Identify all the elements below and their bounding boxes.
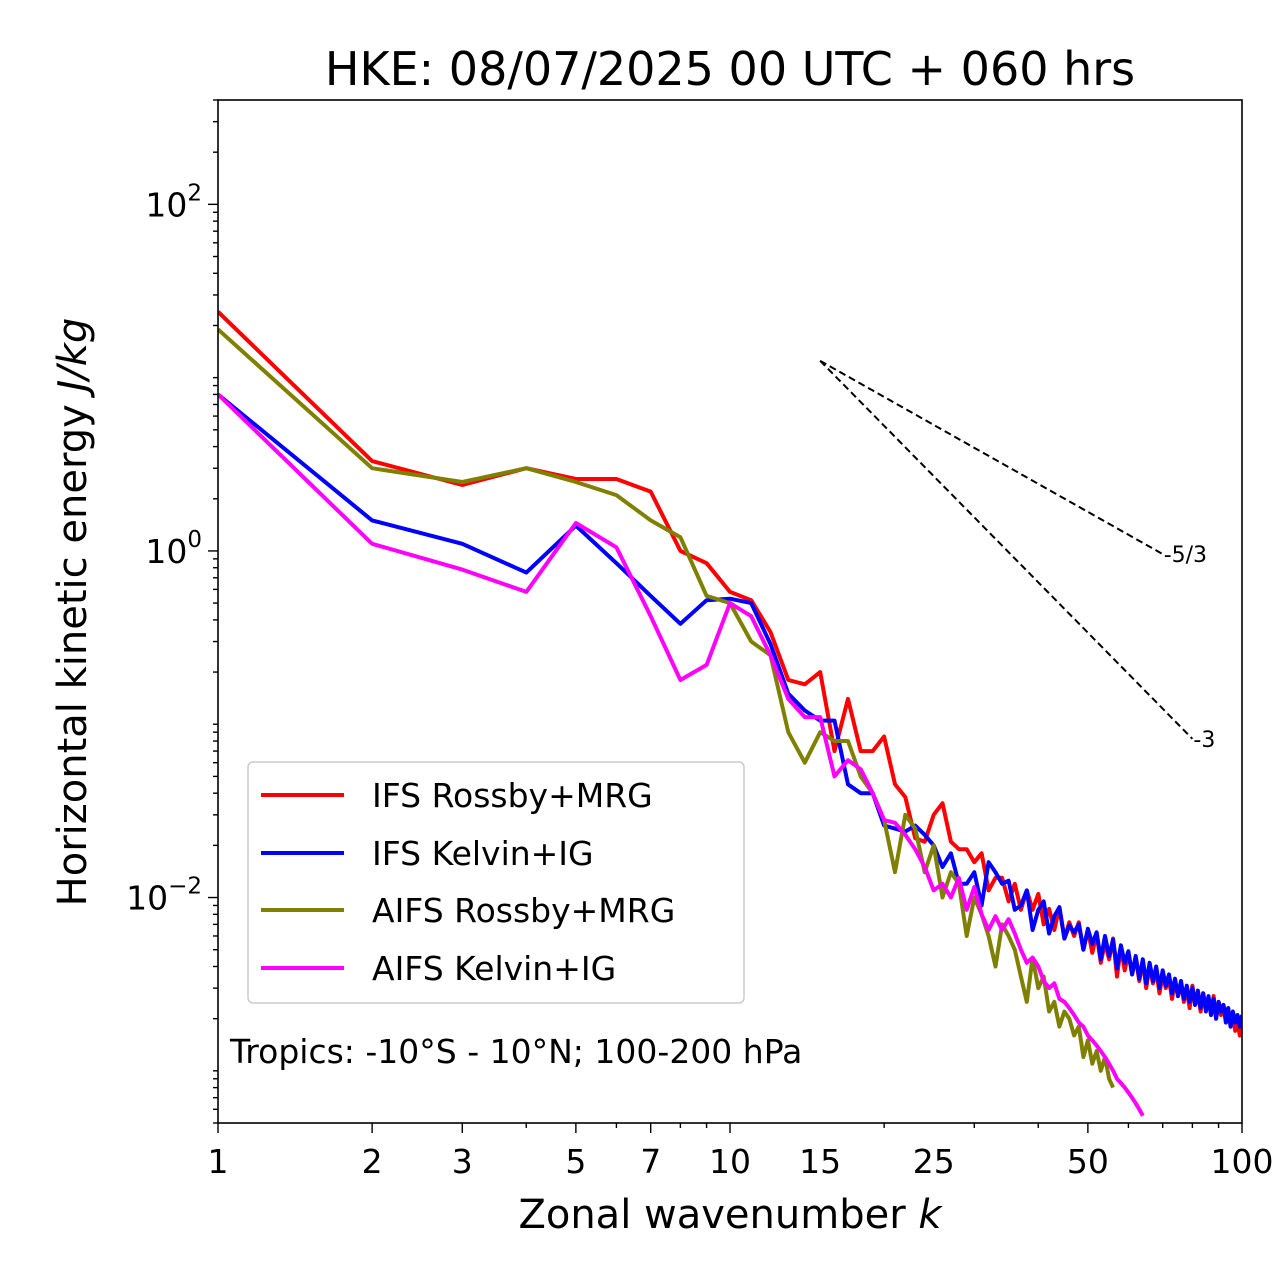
x-tick-label-50: 50 [1067,1142,1109,1181]
reference-label-5-3: -5/3 [1164,543,1207,568]
reference-slopes [819,359,1194,740]
legend-box [247,761,745,1004]
legend-entry-ifs-kelvin-ig: IFS Kelvin+IG [261,834,594,873]
y-axis-unit: J/kg [50,318,96,399]
y-axis-ticks: 10−2 100 102 [126,99,218,1124]
y-axis-label: Horizontal kinetic energy J/kg [50,318,96,907]
reference-line-3 [819,360,1194,740]
legend-entry-aifs-kelvin-ig: AIFS Kelvin+IG [261,949,616,988]
legend-entry-ifs-rossby-mrg: IFS Rossby+MRG [261,776,653,815]
legend-label: AIFS Kelvin+IG [372,949,616,988]
x-tick-label-7: 7 [640,1142,661,1181]
x-tick-label-1: 1 [208,1142,229,1181]
x-tick-label-10: 10 [709,1142,751,1181]
series-line-ifs-kelvin-ig [218,392,1242,1029]
x-axis-ticks: 1 2 3 5 7 10 15 25 50 100 [208,1123,1274,1181]
legend-entry-aifs-rossby-mrg: AIFS Rossby+MRG [261,891,675,930]
legend-label: IFS Kelvin+IG [372,834,594,873]
series-layer [218,310,1242,1117]
x-tick-label-2: 2 [362,1142,383,1181]
x-tick-label-3: 3 [452,1142,473,1181]
series-line-aifs-rossby-mrg [218,327,1115,1089]
legend: IFS Rossby+MRG IFS Kelvin+IG AIFS Rossby+M… [247,761,745,1004]
x-axis-variable: k [918,1192,943,1238]
chart-title: HKE: 08/07/2025 00 UTC + 060 hrs [325,42,1135,96]
reference-line-5-3 [819,359,1164,555]
x-tick-label-15: 15 [799,1142,841,1181]
x-tick-label-100: 100 [1211,1142,1274,1181]
region-annotation: Tropics: -10°S - 10°N; 100-200 hPa [229,1032,802,1071]
x-tick-label-25: 25 [913,1142,955,1181]
y-tick-label: 10−2 [126,874,202,918]
x-axis-label: Zonal wavenumber k [518,1192,943,1238]
reference-label-3: -3 [1193,728,1215,753]
x-tick-label-5: 5 [565,1142,586,1181]
legend-label: AIFS Rossby+MRG [372,891,675,930]
legend-label: IFS Rossby+MRG [372,776,653,815]
y-tick-label: 102 [145,180,202,224]
y-tick-label: 100 [145,527,202,571]
reference-slope-labels: -5/3 -3 [1164,543,1216,753]
series-line-aifs-kelvin-ig [218,392,1145,1117]
